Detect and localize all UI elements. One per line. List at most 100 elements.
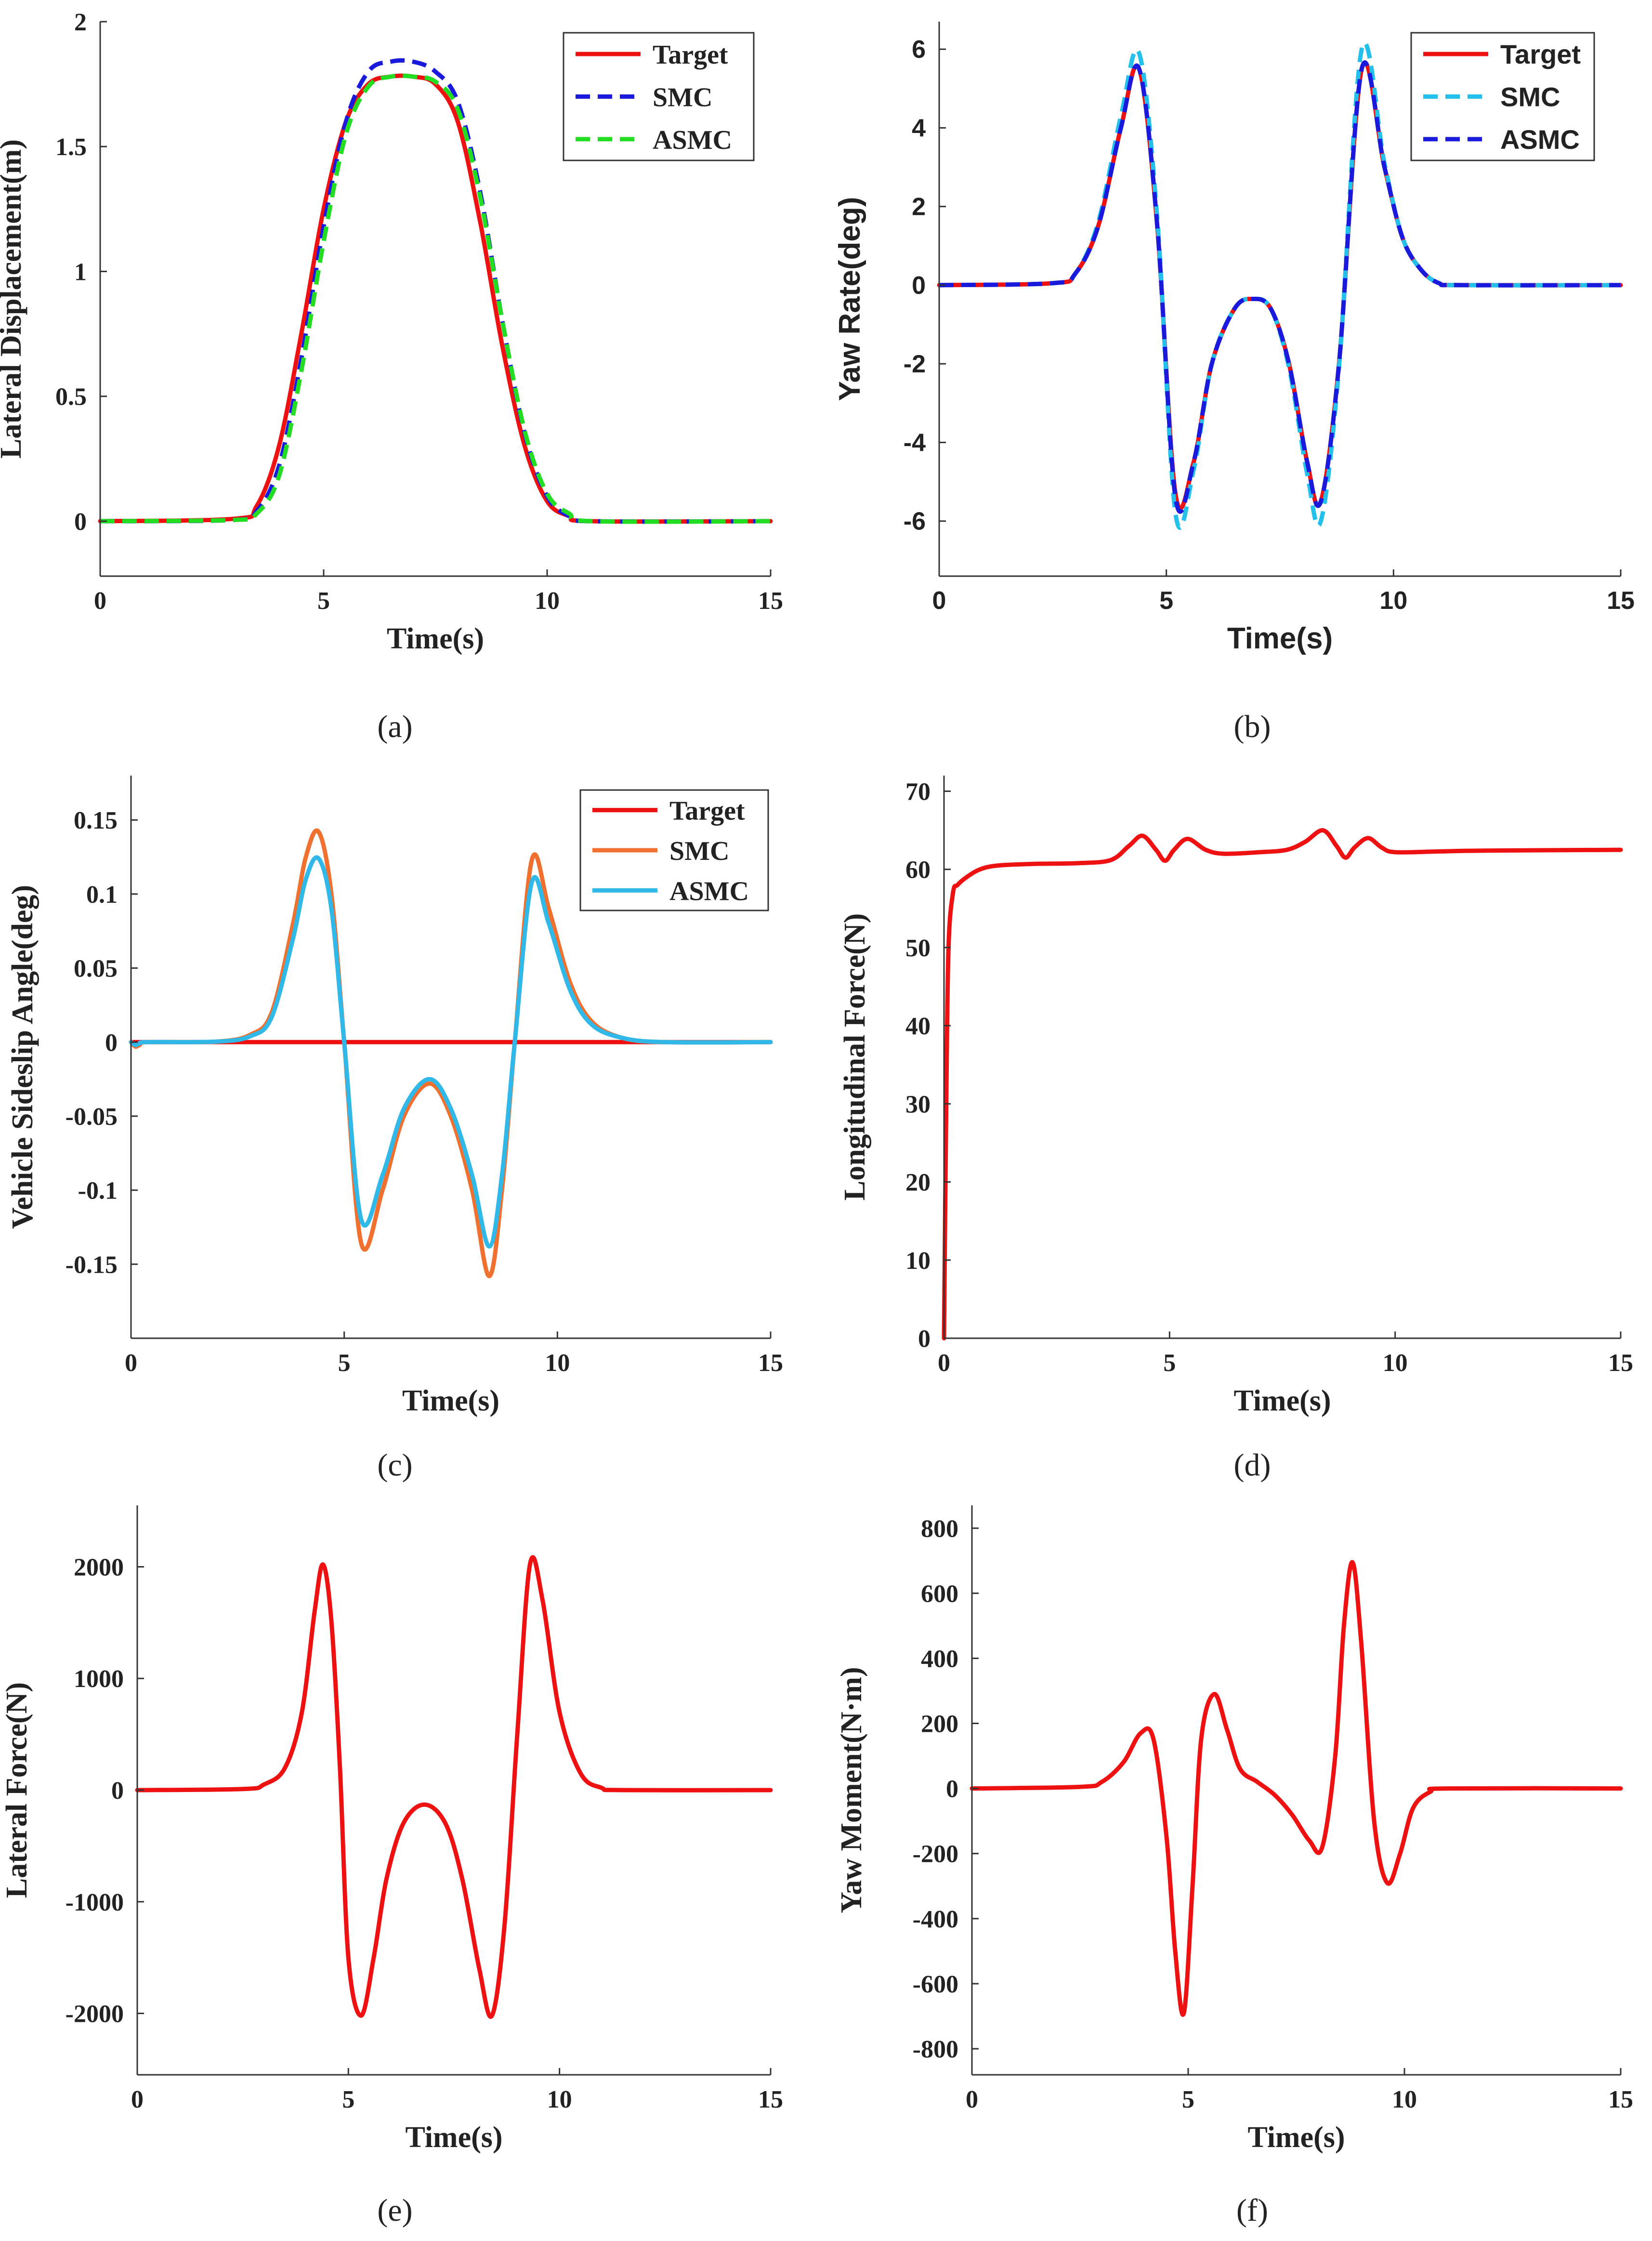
y-tick-label: 0: [918, 1325, 931, 1353]
y-tick-label: -4: [904, 429, 926, 457]
series-line-asmc: [100, 73, 771, 524]
x-tick-label: 10: [1392, 2086, 1417, 2113]
x-tick-label: 15: [1608, 1349, 1633, 1377]
legend: Target SMC ASMC: [579, 789, 769, 911]
y-tick-label: 400: [921, 1645, 958, 1673]
x-tick-label: 10: [535, 587, 560, 615]
legend-label: Target: [669, 796, 745, 826]
x-tick-label: 0: [125, 1349, 137, 1377]
y-tick-label: 200: [921, 1711, 958, 1738]
y-tick-label: 2000: [74, 1554, 124, 1581]
y-tick-label: 2: [74, 9, 87, 36]
legend-label: Target: [653, 40, 728, 70]
legend-label: SMC: [1500, 82, 1560, 112]
series-line-longitudinal-force: [942, 828, 1623, 1341]
y-tick-label: -800: [913, 2036, 958, 2063]
x-tick-label: 5: [338, 1349, 351, 1377]
plot-area: [944, 776, 1621, 1338]
panel-caption: (a): [377, 709, 412, 744]
x-tick-label: 5: [1163, 1349, 1176, 1377]
series-line-yaw-moment: [970, 1560, 1623, 2017]
y-tick-label: 0: [111, 1777, 124, 1805]
y-tick-label: 0.15: [74, 807, 118, 834]
x-tick-label: 5: [1182, 2086, 1194, 2113]
y-tick-label: -0.15: [66, 1251, 118, 1279]
y-tick-label: -0.1: [78, 1177, 118, 1205]
y-tick-label: -600: [913, 1971, 958, 1998]
y-tick-label: -6: [904, 508, 926, 536]
x-tick-label: 10: [545, 1349, 570, 1377]
panel-caption: (e): [377, 2193, 412, 2228]
x-tick-label: 0: [938, 1349, 950, 1377]
x-tick-label: 0: [932, 587, 946, 615]
panel-f: 0 5 10 15 -800 -600 -400 -200 0 200 400 600 800 Time(…: [835, 1505, 1633, 2228]
x-tick-label: 5: [317, 587, 330, 615]
legend: Target SMC ASMC: [563, 32, 755, 161]
y-tick-label: 1: [74, 258, 87, 286]
panel-c: 0 5 10 15 -0.15 -0.1 -0.05 0 0.05 0.1 0.15 Time(s) V…: [6, 776, 783, 1483]
y-axis-label: Lateral Displacement(m): [0, 139, 27, 459]
series-line-asmc: [129, 855, 773, 1249]
x-tick-label: 10: [547, 2086, 572, 2113]
y-tick-label: 4: [912, 114, 926, 142]
y-tick-label: 2: [912, 193, 926, 221]
y-tick-label: 1.5: [55, 133, 87, 161]
y-tick-label: 0.1: [86, 881, 118, 909]
y-tick-label: -1000: [66, 1889, 124, 1916]
y-tick-label: -2: [904, 350, 926, 378]
x-tick-label: 0: [131, 2086, 144, 2113]
panel-a: 0 5 10 15 0 0.5 1 1.5 2 Time(s) Lateral Displaceme…: [0, 9, 783, 744]
y-tick-label: 0: [74, 508, 87, 536]
panel-d: 0 5 10 15 0 10 20 30 40 50 60 70 Time(s) Longitudinal…: [839, 776, 1633, 1483]
legend-label: ASMC: [653, 125, 732, 155]
x-tick-label: 15: [758, 2086, 783, 2113]
x-tick-label: 5: [1159, 587, 1173, 615]
y-axis-label: Yaw Rate(deg): [833, 197, 866, 401]
y-tick-label: 60: [905, 857, 931, 884]
x-tick-label: 15: [758, 587, 783, 615]
legend-label: ASMC: [1500, 124, 1580, 155]
y-tick-label: 0.5: [55, 383, 87, 411]
y-tick-label: 0: [105, 1029, 118, 1056]
y-tick-label: 20: [905, 1169, 931, 1197]
x-tick-label: 0: [94, 587, 106, 615]
x-axis-label: Time(s): [1227, 622, 1333, 655]
x-tick-label: 5: [342, 2086, 354, 2113]
y-axis-label: Lateral Force(N): [0, 1682, 33, 1898]
series-line-lateral-force: [135, 1555, 773, 2019]
y-axis-label: Vehicle Sideslip Angle(deg): [6, 885, 39, 1229]
legend-label: ASMC: [669, 876, 749, 906]
y-tick-label: 50: [905, 935, 931, 962]
x-tick-label: 15: [1608, 2086, 1633, 2113]
y-tick-label: 800: [921, 1515, 958, 1542]
y-tick-label: 0.05: [74, 955, 118, 983]
y-axis-label: Yaw Moment(N·m): [835, 1667, 868, 1913]
y-tick-label: 600: [921, 1580, 958, 1608]
y-tick-label: 70: [905, 778, 931, 805]
y-tick-label: 6: [912, 36, 926, 64]
x-axis-label: Time(s): [1233, 1384, 1331, 1417]
y-tick-label: 40: [905, 1013, 931, 1040]
legend-label: Target: [1500, 39, 1581, 69]
x-tick-label: 15: [758, 1349, 783, 1377]
panel-caption: (d): [1234, 1448, 1271, 1483]
y-tick-label: 30: [905, 1091, 931, 1118]
x-axis-label: Time(s): [387, 622, 484, 655]
panel-e: 0 5 10 15 -2000 -1000 0 1000 2000 Time(s) Lateral …: [0, 1505, 783, 2228]
y-tick-label: -400: [913, 1906, 958, 1933]
x-tick-label: 15: [1607, 587, 1635, 615]
y-tick-label: 0: [912, 272, 926, 300]
y-tick-label: -200: [913, 1841, 958, 1868]
panel-b: 0 5 10 15 -6 -4 -2 0 2 4 6 Time(s) Yaw Rate(deg) (b) T…: [833, 22, 1635, 744]
x-axis-label: Time(s): [1247, 2121, 1345, 2154]
y-tick-label: 0: [946, 1776, 958, 1803]
panel-caption: (f): [1236, 2193, 1268, 2228]
panel-caption: (b): [1234, 709, 1271, 744]
legend: Target SMC ASMC: [1410, 32, 1595, 161]
x-tick-label: 10: [1379, 587, 1407, 615]
series-line-asmc: [939, 60, 1621, 514]
y-tick-label: -2000: [66, 2001, 124, 2028]
y-tick-label: -0.05: [66, 1103, 118, 1131]
legend-label: SMC: [653, 83, 712, 113]
